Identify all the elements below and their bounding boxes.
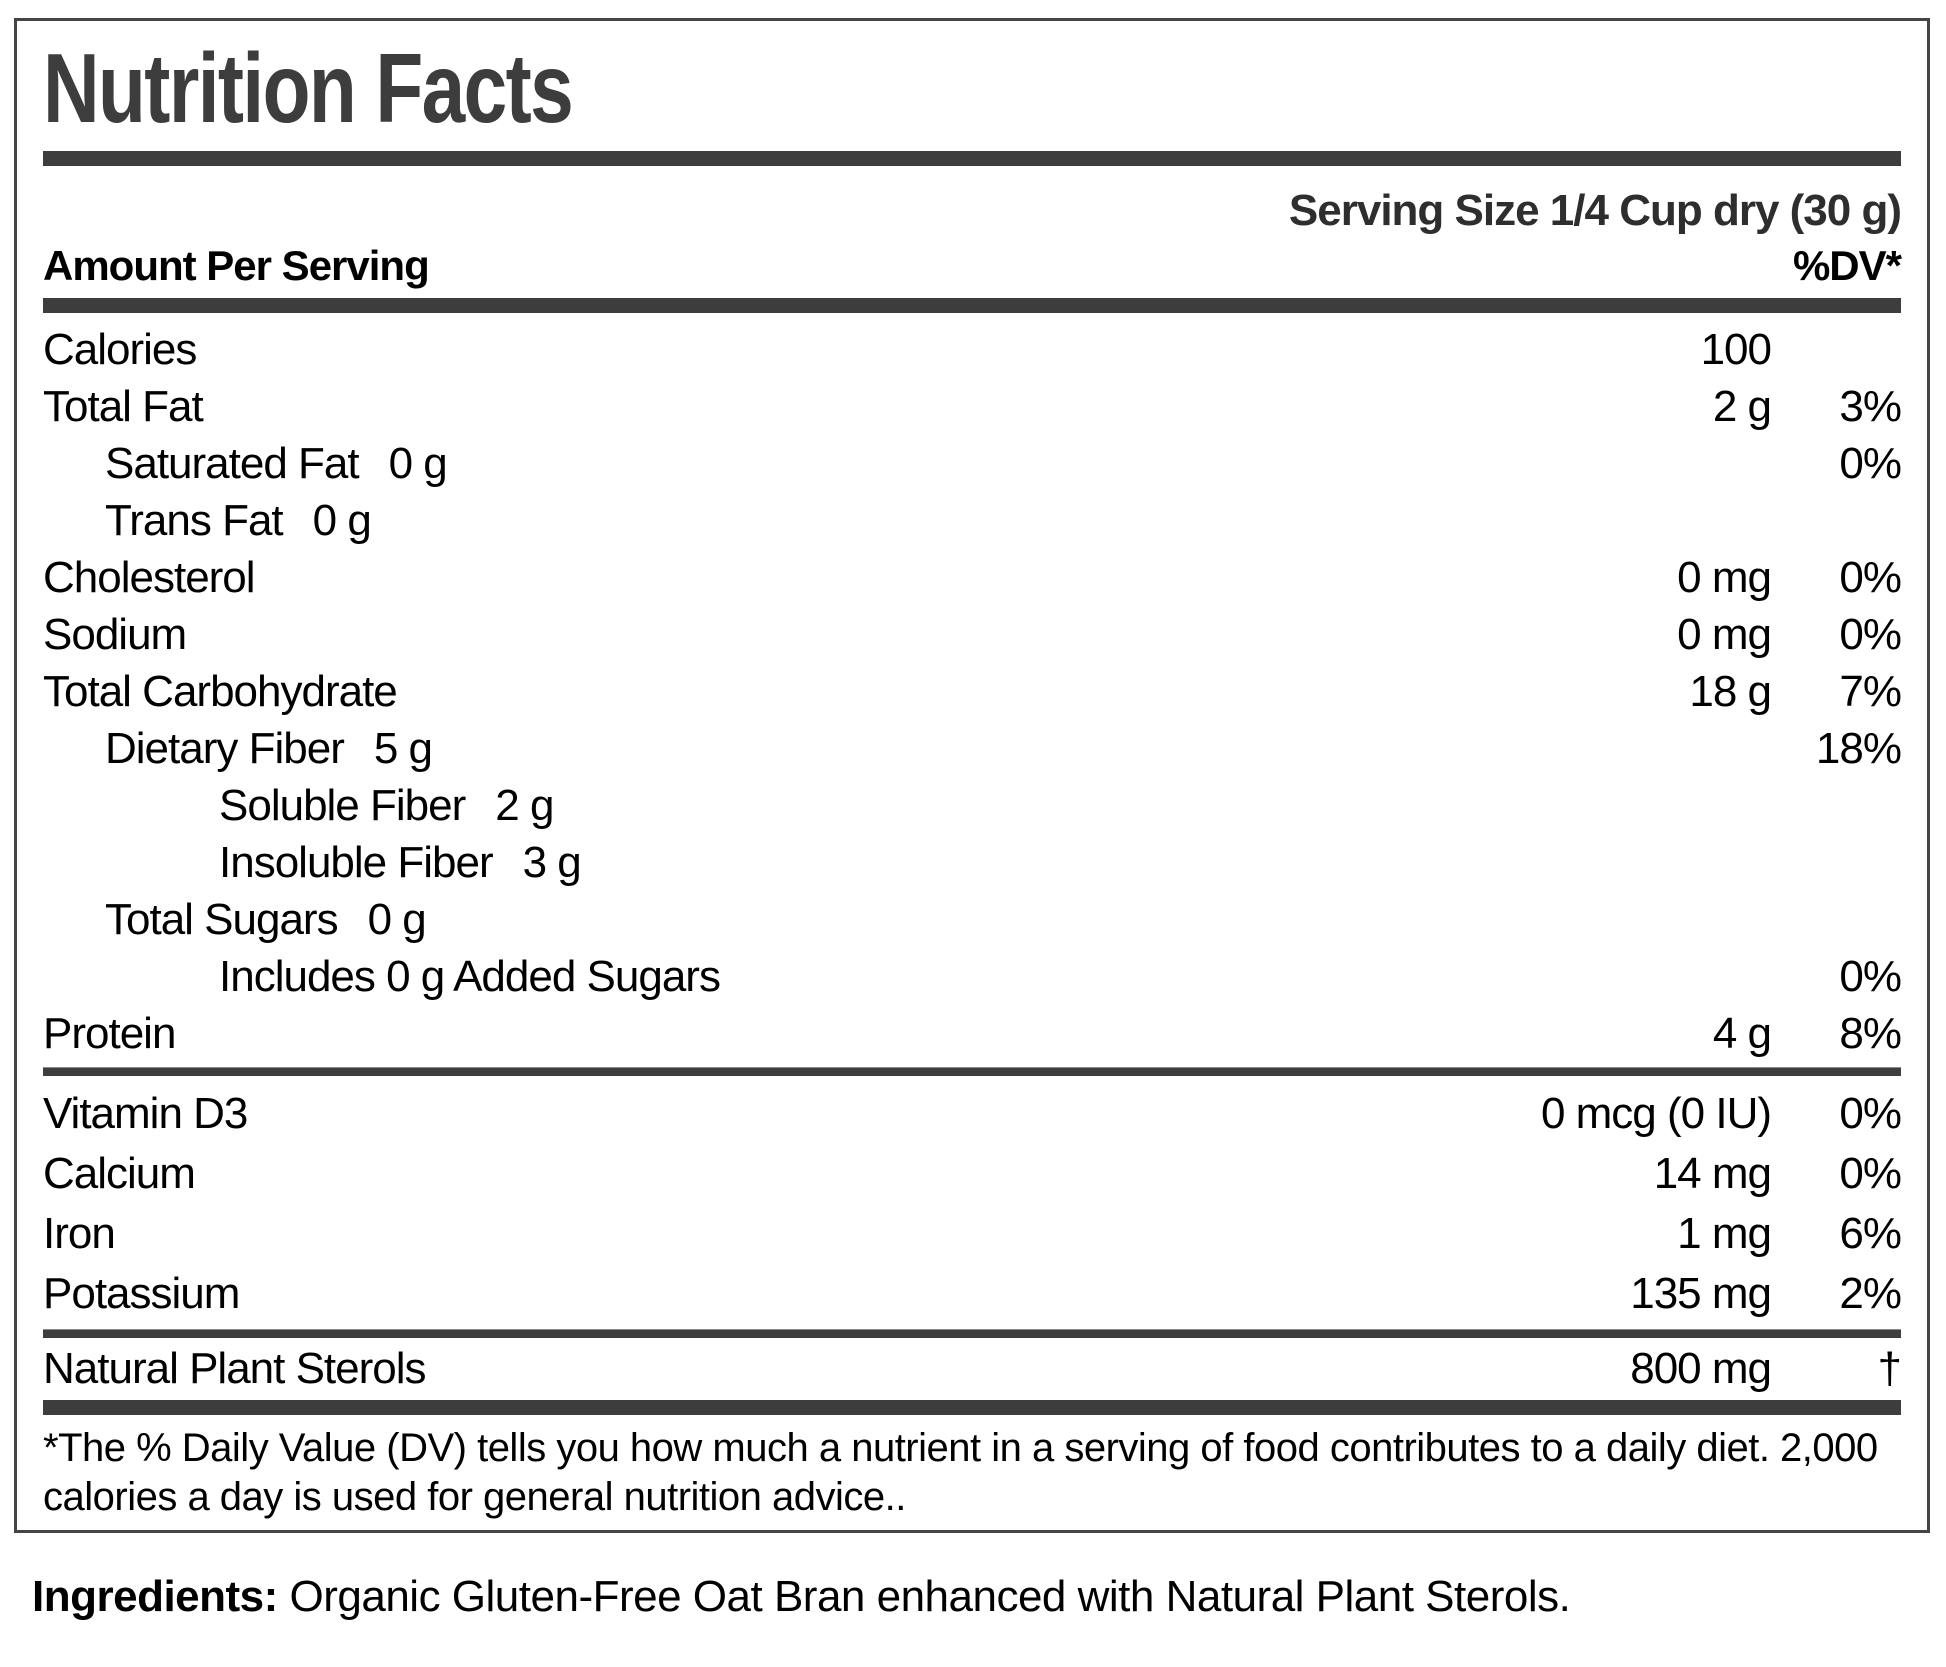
nutrient-amount: 800 mg	[1630, 1344, 1772, 1394]
nutrient-dv: 6%	[1839, 1209, 1902, 1259]
nutrient-inline-amount: 2 g	[495, 781, 554, 831]
nutrient-label: Calories	[43, 325, 197, 375]
nutrient-amount: 0 mcg (0 IU)	[1540, 1089, 1772, 1139]
nutrient-label: Potassium	[43, 1269, 240, 1319]
nutrient-dv: 0%	[1839, 553, 1902, 603]
vitamin-rows: Vitamin D3 0 mcg (0 IU) 0% Calcium 14 mg…	[43, 1084, 1902, 1324]
row-sodium: Sodium 0 mg 0%	[43, 606, 1902, 663]
serving-size-line: Serving Size 1/4 Cup dry (30 g)	[1288, 185, 1902, 235]
nutrient-amount: 0 mg	[1677, 610, 1772, 660]
nutrient-label: Total Carbohydrate	[43, 667, 398, 717]
nutrient-label: Calcium	[43, 1149, 196, 1199]
row-calcium: Calcium 14 mg 0%	[43, 1144, 1902, 1204]
nutrient-label: Iron	[43, 1209, 116, 1259]
thick-rule-before-footnote	[43, 1400, 1901, 1416]
nutrient-amount: 0 mg	[1677, 553, 1772, 603]
thick-rule-under-title	[43, 150, 1901, 166]
nutrient-label: Cholesterol	[43, 553, 256, 603]
nutrient-dv: 2%	[1839, 1269, 1902, 1319]
nutrient-dv: 7%	[1839, 667, 1902, 717]
nutrient-dv: †	[1877, 1344, 1902, 1394]
nutrient-dv: 0%	[1839, 1149, 1902, 1199]
nutrient-amount: 14 mg	[1653, 1149, 1772, 1199]
row-insoluble-fiber: Insoluble Fiber 3 g	[43, 834, 1901, 891]
ingredients-text: Organic Gluten-Free Oat Bran enhanced wi…	[277, 1572, 1571, 1621]
column-header-row: Amount Per Serving %DV*	[43, 241, 1902, 290]
nutrient-amount: 135 mg	[1630, 1269, 1772, 1319]
nutrient-dv: 18%	[1815, 724, 1902, 774]
nutrient-amount: 1 mg	[1677, 1209, 1772, 1259]
nutrient-label: Vitamin D3	[43, 1089, 248, 1139]
nutrient-label: Sodium	[43, 610, 187, 660]
nutrient-label: Saturated Fat	[105, 439, 360, 489]
row-calories: Calories 100	[43, 321, 1901, 378]
page-title: Nutrition Facts	[43, 33, 1901, 143]
nutrient-label: Protein	[43, 1009, 176, 1059]
page-title-text: Nutrition Facts	[43, 33, 574, 143]
ingredients-line: Ingredients: Organic Gluten-Free Oat Bra…	[32, 1572, 1571, 1622]
row-dietary-fiber: Dietary Fiber 5 g 18%	[43, 720, 1902, 777]
nutrient-dv: 0%	[1839, 1089, 1902, 1139]
nutrient-rows: Calories 100 Total Fat 2 g 3% Saturated …	[43, 321, 1902, 1062]
nutrient-dv: 0%	[1839, 439, 1902, 489]
ingredients-label: Ingredients:	[32, 1572, 278, 1621]
nutrient-label: Includes 0 g Added Sugars	[219, 952, 721, 1002]
row-total-sugars: Total Sugars 0 g	[43, 891, 1901, 948]
nutrient-inline-amount: 0 g	[367, 895, 427, 945]
nutrient-amount: 18 g	[1689, 667, 1772, 717]
dv-header: %DV*	[1792, 241, 1902, 289]
nutrient-label: Total Sugars	[105, 895, 339, 945]
nutrient-amount: 4 g	[1712, 1009, 1772, 1059]
nutrient-dv: 3%	[1839, 382, 1902, 432]
nutrient-label: Total Fat	[43, 382, 204, 432]
nutrient-amount: 2 g	[1712, 382, 1772, 432]
row-added-sugars: Includes 0 g Added Sugars 0%	[43, 948, 1902, 1005]
nutrient-dv: 0%	[1839, 952, 1902, 1002]
row-cholesterol: Cholesterol 0 mg 0%	[43, 549, 1902, 606]
nutrient-label: Dietary Fiber	[105, 724, 345, 774]
nutrient-label: Trans Fat	[105, 496, 284, 546]
nutrient-dv: 8%	[1839, 1009, 1902, 1059]
nutrient-amount: 100	[1700, 325, 1772, 375]
row-natural-plant-sterols: Natural Plant Sterols 800 mg †	[43, 1343, 1902, 1395]
thick-rule-under-header	[43, 298, 1901, 314]
row-soluble-fiber: Soluble Fiber 2 g	[43, 777, 1901, 834]
row-vitamin-d3: Vitamin D3 0 mcg (0 IU) 0%	[43, 1084, 1902, 1144]
nutrient-inline-amount: 0 g	[388, 439, 448, 489]
row-total-fat: Total Fat 2 g 3%	[43, 378, 1902, 435]
nutrient-label: Natural Plant Sterols	[43, 1344, 427, 1394]
row-trans-fat: Trans Fat 0 g	[43, 492, 1901, 549]
row-protein: Protein 4 g 8%	[43, 1005, 1902, 1062]
nutrient-inline-amount: 5 g	[373, 724, 433, 774]
row-potassium: Potassium 135 mg 2%	[43, 1264, 1902, 1324]
nutrient-label: Soluble Fiber	[219, 781, 466, 831]
row-saturated-fat: Saturated Fat 0 g 0%	[43, 435, 1902, 492]
nutrient-inline-amount: 3 g	[522, 838, 582, 888]
dv-footnote: *The % Daily Value (DV) tells you how mu…	[43, 1426, 1878, 1520]
row-iron: Iron 1 mg 6%	[43, 1204, 1902, 1264]
amount-per-serving-header: Amount Per Serving	[43, 241, 430, 289]
row-total-carbohydrate: Total Carbohydrate 18 g 7%	[43, 663, 1902, 720]
rule-after-potassium	[43, 1329, 1901, 1339]
nutrient-inline-amount: 0 g	[312, 496, 372, 546]
nutrient-label: Insoluble Fiber	[219, 838, 494, 888]
nutrition-facts-panel: Nutrition Facts Serving Size 1/4 Cup dry…	[14, 18, 1930, 1533]
nutrient-dv: 0%	[1839, 610, 1902, 660]
rule-after-protein	[43, 1067, 1901, 1077]
